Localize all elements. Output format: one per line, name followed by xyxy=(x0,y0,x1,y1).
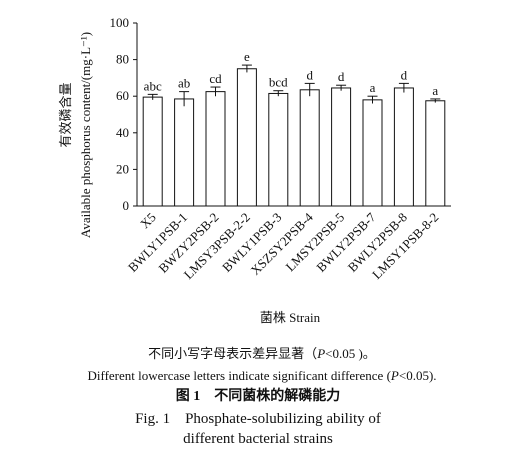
note-part: <0.05 )。 xyxy=(325,346,376,361)
bar xyxy=(268,92,289,207)
title-en: different bacterial strains xyxy=(183,431,333,447)
note-part: Different lowercase letters indicate sig… xyxy=(87,368,390,383)
y-label-cn: 有效磷含量 xyxy=(58,82,73,147)
bar xyxy=(393,87,414,207)
significance-letter: a xyxy=(432,83,438,98)
bar xyxy=(299,89,320,207)
note-part: 不同小写字母表示差异显著（ xyxy=(148,346,317,361)
bar xyxy=(236,68,257,207)
x-label: 菌株 Strain xyxy=(260,310,321,325)
note-part: P xyxy=(316,346,325,361)
y-label: Available phosphorus content/(mg·L⁻¹) xyxy=(78,32,93,238)
significance-letter: ab xyxy=(178,76,190,91)
significance-letter: a xyxy=(370,80,376,95)
significance-letter: cd xyxy=(209,71,222,86)
note-en: Different lowercase letters indicate sig… xyxy=(87,368,436,383)
bar xyxy=(142,96,163,207)
bar xyxy=(174,98,195,207)
y-tick-label: 60 xyxy=(116,88,129,103)
x-tick-label: X5 xyxy=(137,210,159,232)
title-en: Fig. 1 Phosphate-solubilizing ability of xyxy=(135,411,381,427)
note-part: <0.05). xyxy=(399,368,437,383)
y-tick-label: 40 xyxy=(116,125,129,140)
note-cn: 不同小写字母表示差异显著（P<0.05 )。 xyxy=(148,346,376,361)
note-part: P xyxy=(390,368,399,383)
y-tick-label: 100 xyxy=(110,15,130,30)
bar xyxy=(205,91,226,207)
significance-letter: d xyxy=(338,69,345,84)
significance-letter: abc xyxy=(144,78,162,93)
y-tick-label: 80 xyxy=(116,52,129,67)
significance-letter: bcd xyxy=(269,75,288,90)
y-tick-label: 20 xyxy=(116,161,129,176)
significance-letter: d xyxy=(401,67,408,82)
bar xyxy=(362,99,383,207)
bar xyxy=(425,100,446,207)
title-cn: 图 1 不同菌株的解磷能力 xyxy=(176,387,341,404)
bar xyxy=(331,87,352,207)
significance-letter: e xyxy=(244,49,250,64)
significance-letter: d xyxy=(306,67,313,82)
y-tick-label: 0 xyxy=(123,198,130,213)
